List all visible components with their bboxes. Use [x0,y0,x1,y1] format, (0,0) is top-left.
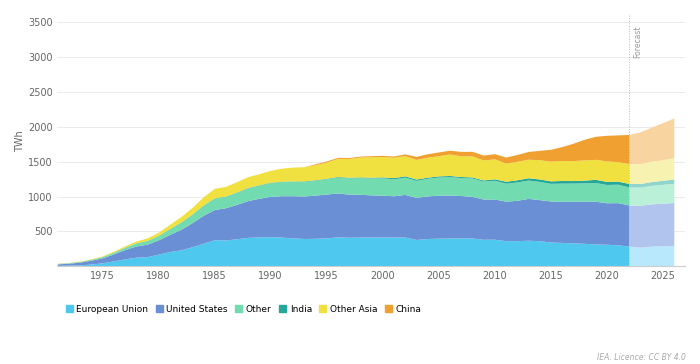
Legend: European Union, United States, Other, India, Other Asia, China: European Union, United States, Other, In… [62,301,425,317]
Y-axis label: TWh: TWh [15,130,25,151]
Text: Forecast: Forecast [634,25,643,58]
Text: IEA. Licence: CC BY 4.0: IEA. Licence: CC BY 4.0 [597,353,686,362]
